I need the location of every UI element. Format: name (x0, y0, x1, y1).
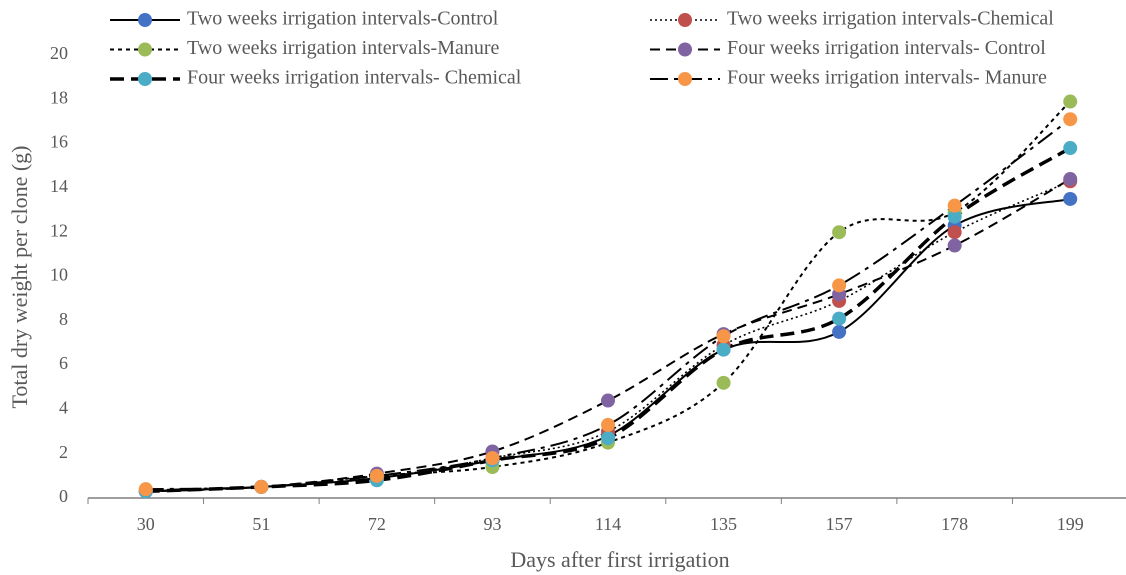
data-point (716, 342, 731, 357)
data-point (716, 375, 731, 390)
data-point (485, 451, 500, 466)
x-tick-label: 157 (826, 514, 853, 534)
y-tick-label: 4 (59, 398, 68, 418)
data-point (601, 393, 615, 408)
legend-label: Four weeks irrigation intervals- Control (727, 37, 1046, 59)
y-tick-label: 10 (50, 265, 68, 285)
data-point (1063, 141, 1078, 156)
data-point (138, 482, 153, 497)
data-point (947, 198, 962, 213)
x-tick-label: 135 (710, 514, 737, 534)
legend-marker (678, 72, 692, 86)
series-line (145, 146, 1072, 494)
data-point (1063, 112, 1078, 127)
data-point (947, 225, 962, 240)
legend-label: Two weeks irrigation intervals-Control (187, 8, 499, 30)
x-tick-label: 93 (483, 514, 501, 534)
x-axis-title: Days after first irrigation (510, 547, 729, 572)
data-point (254, 479, 269, 494)
x-tick-label: 30 (137, 514, 155, 534)
y-axis-title: Total dry weight per clone (g) (7, 146, 32, 409)
data-point (947, 238, 962, 253)
data-point (832, 324, 847, 339)
legend-marker (138, 72, 152, 86)
data-point (1063, 94, 1078, 109)
data-point (369, 468, 384, 483)
legend-marker (678, 13, 692, 27)
legend-label: Four weeks irrigation intervals- Chemica… (187, 67, 522, 89)
y-tick-label: 0 (59, 486, 68, 506)
x-tick-label: 199 (1057, 514, 1084, 534)
legend-label: Two weeks irrigation intervals-Manure (187, 37, 500, 59)
y-tick-label: 16 (50, 132, 68, 152)
series-line (145, 118, 1071, 491)
legend-label: Four weeks irrigation intervals- Manure (727, 67, 1047, 89)
data-point (832, 225, 847, 240)
data-point (601, 417, 615, 432)
legend-marker (678, 42, 692, 57)
data-point (1063, 191, 1078, 206)
legend-marker (138, 42, 152, 57)
data-point (1063, 172, 1078, 187)
legend-label: Two weeks irrigation intervals-Chemical (727, 8, 1054, 30)
series-line (145, 180, 1071, 493)
x-tick-label: 178 (941, 514, 968, 534)
data-point (947, 209, 962, 224)
data-point (716, 329, 731, 344)
y-tick-label: 12 (50, 220, 68, 240)
y-tick-label: 18 (50, 87, 68, 107)
y-tick-label: 6 (59, 353, 68, 373)
y-tick-label: 8 (59, 309, 68, 329)
data-point (832, 311, 847, 326)
data-point (601, 431, 615, 446)
y-tick-label: 2 (59, 442, 68, 462)
legend-marker (138, 13, 152, 27)
x-tick-label: 114 (595, 514, 621, 534)
y-tick-label: 20 (50, 43, 68, 63)
x-tick-label: 51 (252, 514, 270, 534)
y-tick-label: 14 (50, 176, 68, 196)
data-point (832, 278, 847, 293)
x-tick-label: 72 (368, 514, 386, 534)
